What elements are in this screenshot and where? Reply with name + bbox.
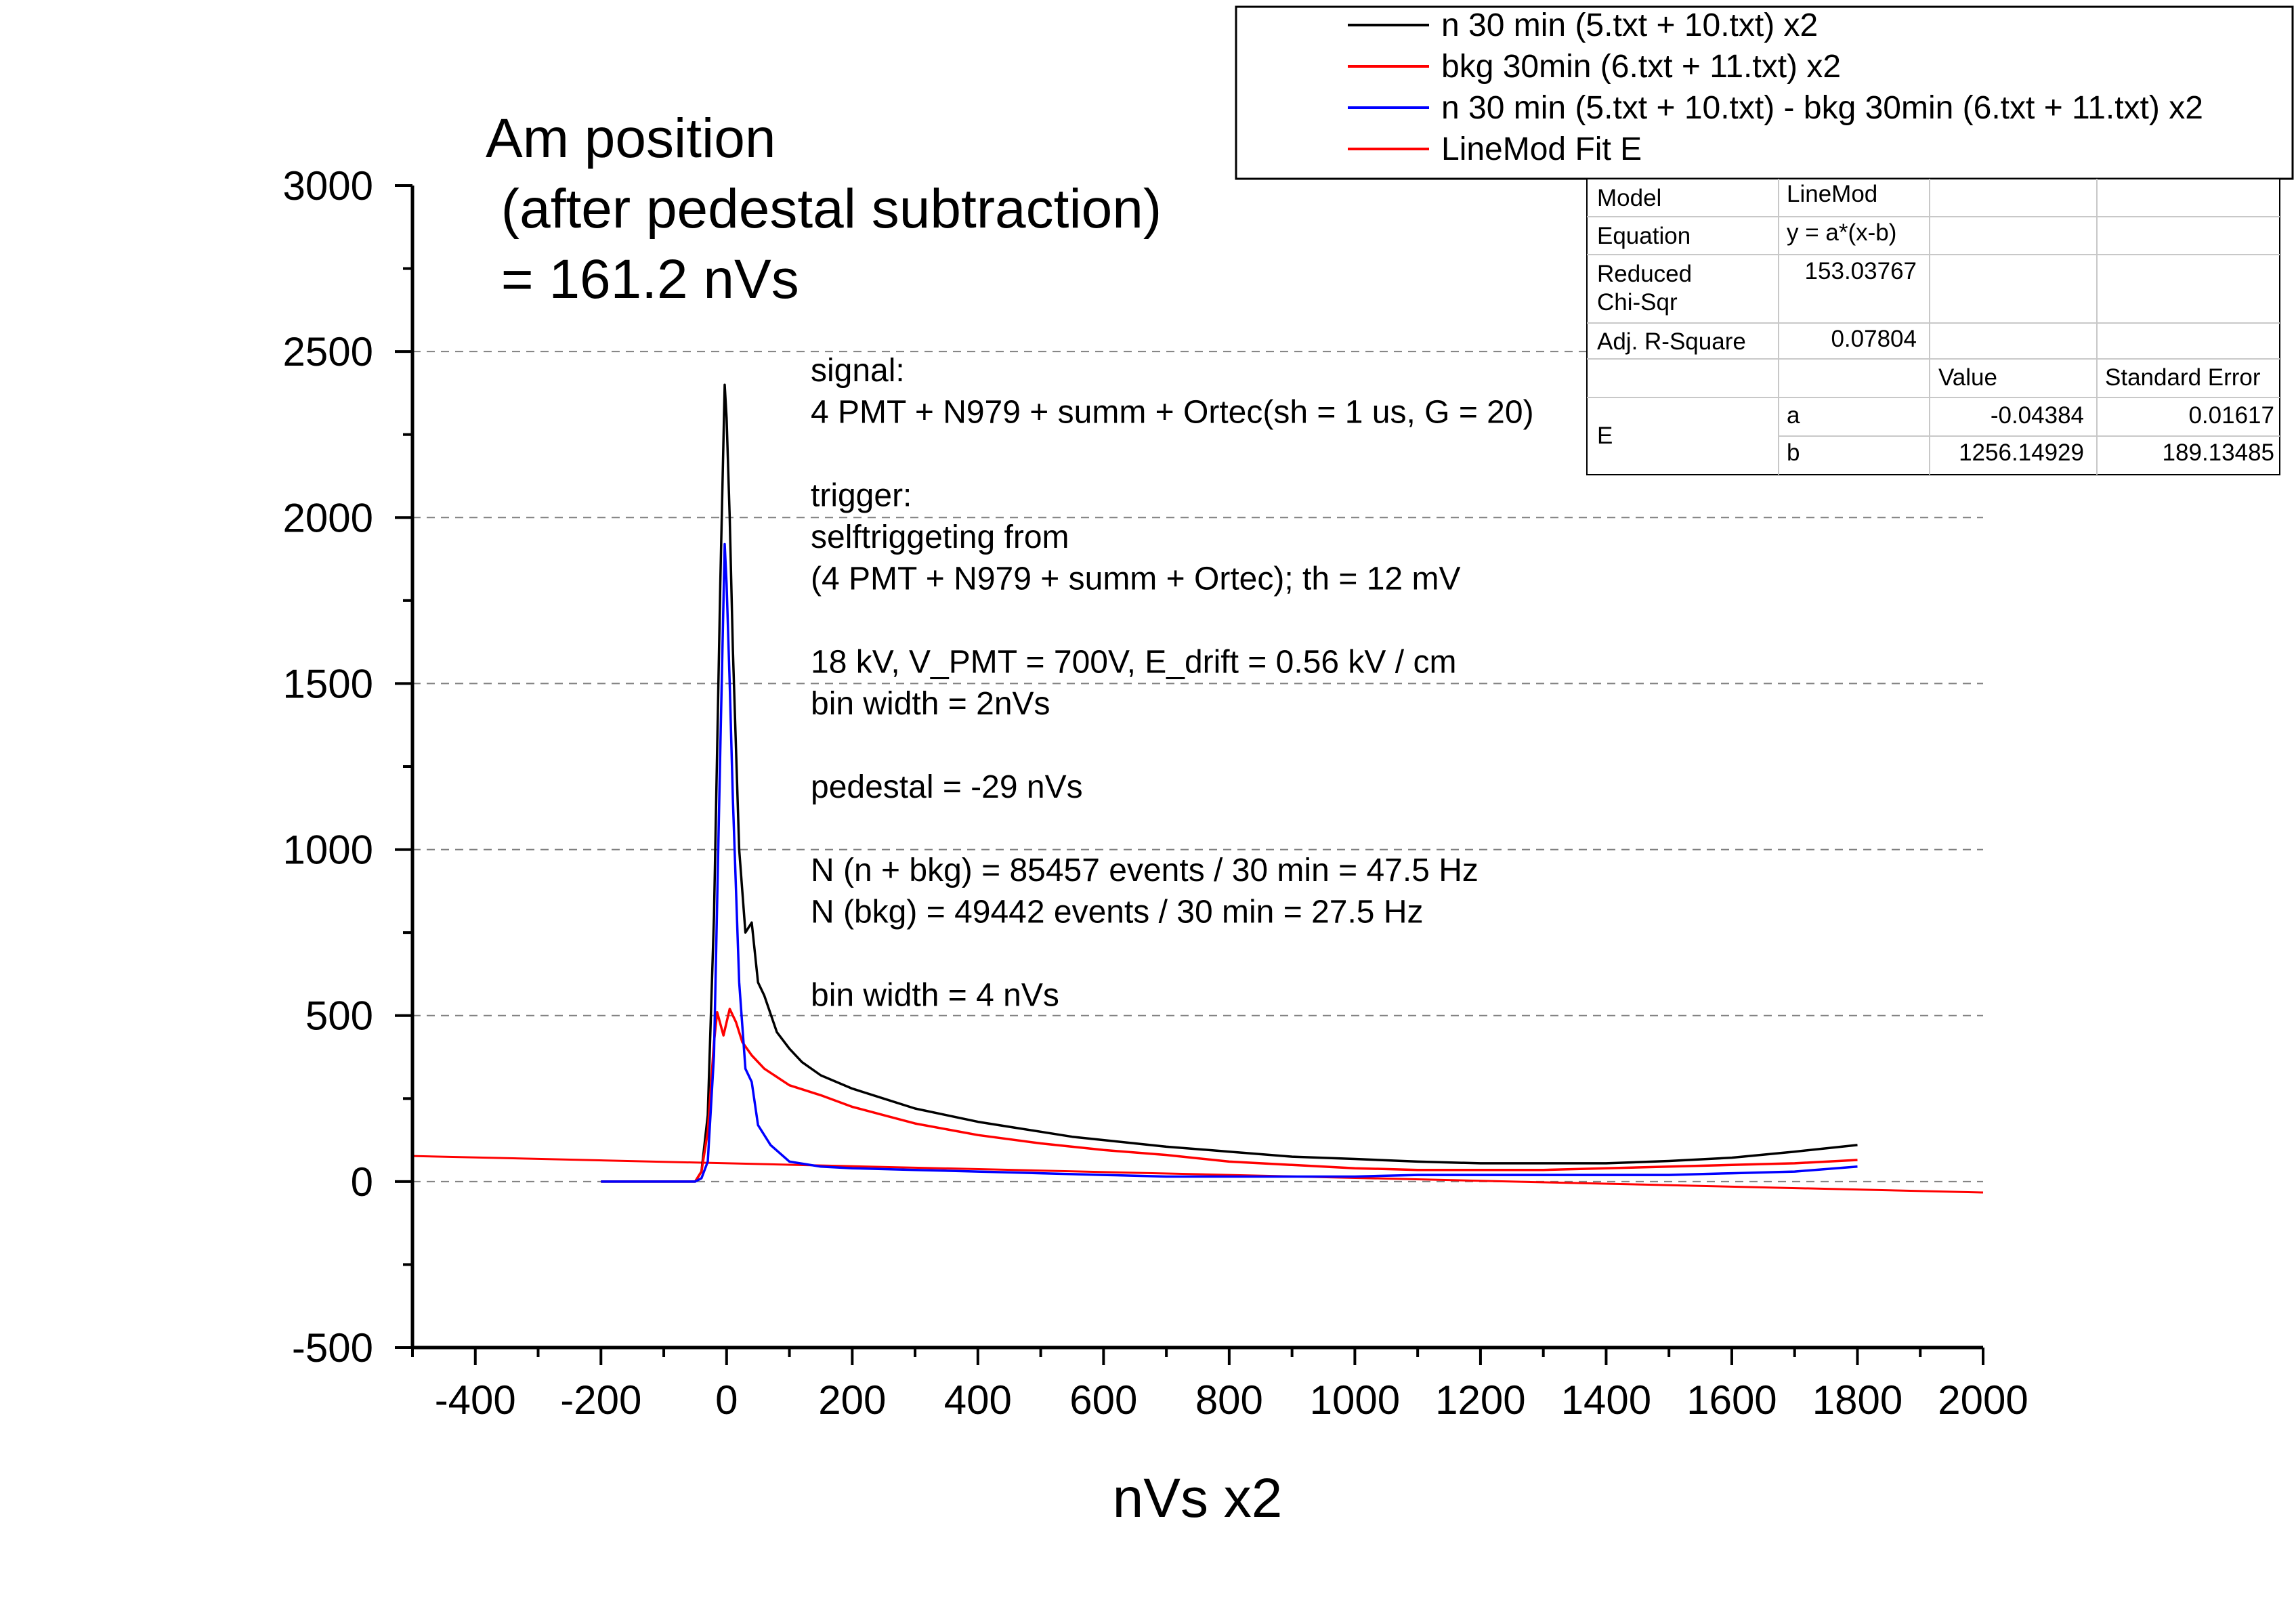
annotation-line-1: 4 PMT + N979 + summ + Ortec(sh = 1 us, G… <box>811 395 1534 431</box>
annotation-line-3: trigger: <box>811 478 912 514</box>
chart-title: Am position (after pedestal subtraction)… <box>486 108 1162 310</box>
annotation-line-7: 18 kV, V_PMT = 700V, E_drift = 0.56 kV /… <box>811 645 1456 681</box>
x-tick-label-5: 600 <box>1069 1377 1137 1423</box>
y-tick-label-3: 1000 <box>283 827 373 873</box>
legend-items: n 30 min (5.txt + 10.txt) x2 bkg 30min (6… <box>1348 7 2203 167</box>
fit-table: Model LineMod Equation y = a*(x-b) Reduc… <box>1586 178 2280 475</box>
tick-labels: -500 0 500 1000 1500 2000 2500 3000 -400 -200 0 200… <box>283 163 2028 1423</box>
annotation-line-4: selftriggeting from <box>811 519 1069 555</box>
fit-value-header: Value <box>1938 364 1997 391</box>
y-tick-label-1: 0 <box>351 1159 373 1205</box>
fit-equation-value: y = a*(x-b) <box>1787 219 1896 246</box>
x-tick-label-9: 1400 <box>1561 1377 1651 1423</box>
title-line-1: Am position <box>486 108 775 169</box>
x-tick-label-8: 1200 <box>1435 1377 1525 1423</box>
grid-lines <box>412 351 1983 1182</box>
x-axis-title: nVs x2 <box>1113 1467 1283 1529</box>
fit-table-box <box>1586 178 2280 475</box>
legend-label-2: n 30 min (5.txt + 10.txt) - bkg 30min (6… <box>1441 90 2203 126</box>
series-line-1 <box>601 1008 1858 1183</box>
y-tick-label-2: 500 <box>305 993 373 1039</box>
fit-equation-label: Equation <box>1597 223 1691 249</box>
ticks <box>395 184 1984 1365</box>
annotation-line-10: pedestal = -29 nVs <box>811 769 1083 805</box>
fit-param-a-value: -0.04384 <box>1991 402 2084 429</box>
annotation-block: signal: 4 PMT + N979 + summ + Ortec(sh = … <box>811 353 1534 1014</box>
fit-error-header: Standard Error <box>2105 364 2261 391</box>
legend: n 30 min (5.txt + 10.txt) x2 bkg 30min (6… <box>1235 5 2294 180</box>
x-tick-label-4: 400 <box>944 1377 1012 1423</box>
fit-r2-label: Adj. R-Square <box>1597 328 1746 355</box>
annotation-line-12: N (n + bkg) = 85457 events / 30 min = 47… <box>811 853 1479 888</box>
x-tick-label-7: 1000 <box>1310 1377 1400 1423</box>
annotation-line-8: bin width = 2nVs <box>811 686 1050 722</box>
fit-chisqr-label-2: Chi-Sqr <box>1597 289 1678 316</box>
y-tick-label-4: 1500 <box>283 661 373 706</box>
annotation-line-5: (4 PMT + N979 + summ + Ortec); th = 12 m… <box>811 561 1460 597</box>
annotation-line-13: N (bkg) = 49442 events / 30 min = 27.5 H… <box>811 895 1424 930</box>
fit-param-b-error: 189.13485 <box>2163 439 2274 466</box>
fit-r2-value: 0.07804 <box>1831 326 1917 352</box>
fit-model-label: Model <box>1597 185 1661 211</box>
x-tick-label-12: 2000 <box>1938 1377 2028 1423</box>
fit-chisqr-value: 153.03767 <box>1805 258 1917 284</box>
x-tick-label-1: -200 <box>560 1377 641 1423</box>
legend-label-1: bkg 30min (6.txt + 11.txt) x2 <box>1441 49 1841 85</box>
fit-param-a-name: a <box>1787 402 1800 429</box>
fit-table-grid <box>1587 179 2280 475</box>
title-line-2: (after pedestal subtraction) <box>486 178 1162 240</box>
y-tick-label-5: 2000 <box>283 495 373 540</box>
fit-model-value: LineMod <box>1787 181 1877 207</box>
series-line-2 <box>601 542 1858 1183</box>
legend-label-0: n 30 min (5.txt + 10.txt) x2 <box>1441 7 1818 43</box>
fit-param-b-name: b <box>1787 439 1800 466</box>
legend-label-3: LineMod Fit E <box>1441 131 1642 167</box>
x-tick-label-10: 1600 <box>1686 1377 1777 1423</box>
title-line-3: = 161.2 nVs <box>486 249 799 310</box>
series-line-3 <box>412 1155 1984 1194</box>
fit-chisqr-label-1: Reduced <box>1597 261 1692 287</box>
series-line-0 <box>601 383 1858 1183</box>
x-tick-label-3: 200 <box>818 1377 886 1423</box>
annotation-line-0: signal: <box>811 353 905 389</box>
y-tick-label-7: 3000 <box>283 163 373 209</box>
x-tick-label-6: 800 <box>1195 1377 1263 1423</box>
annotation-line-15: bin width = 4 nVs <box>811 978 1059 1014</box>
fit-group-label: E <box>1597 423 1613 449</box>
x-tick-label-0: -400 <box>435 1377 516 1423</box>
y-tick-label-0: -500 <box>292 1325 373 1371</box>
fit-param-a-error: 0.01617 <box>2188 402 2274 429</box>
x-tick-label-2: 0 <box>715 1377 738 1423</box>
y-tick-label-6: 2500 <box>283 329 373 374</box>
x-tick-label-11: 1800 <box>1812 1377 1902 1423</box>
fit-param-b-value: 1256.14929 <box>1959 439 2084 466</box>
series-layer <box>412 383 1984 1194</box>
